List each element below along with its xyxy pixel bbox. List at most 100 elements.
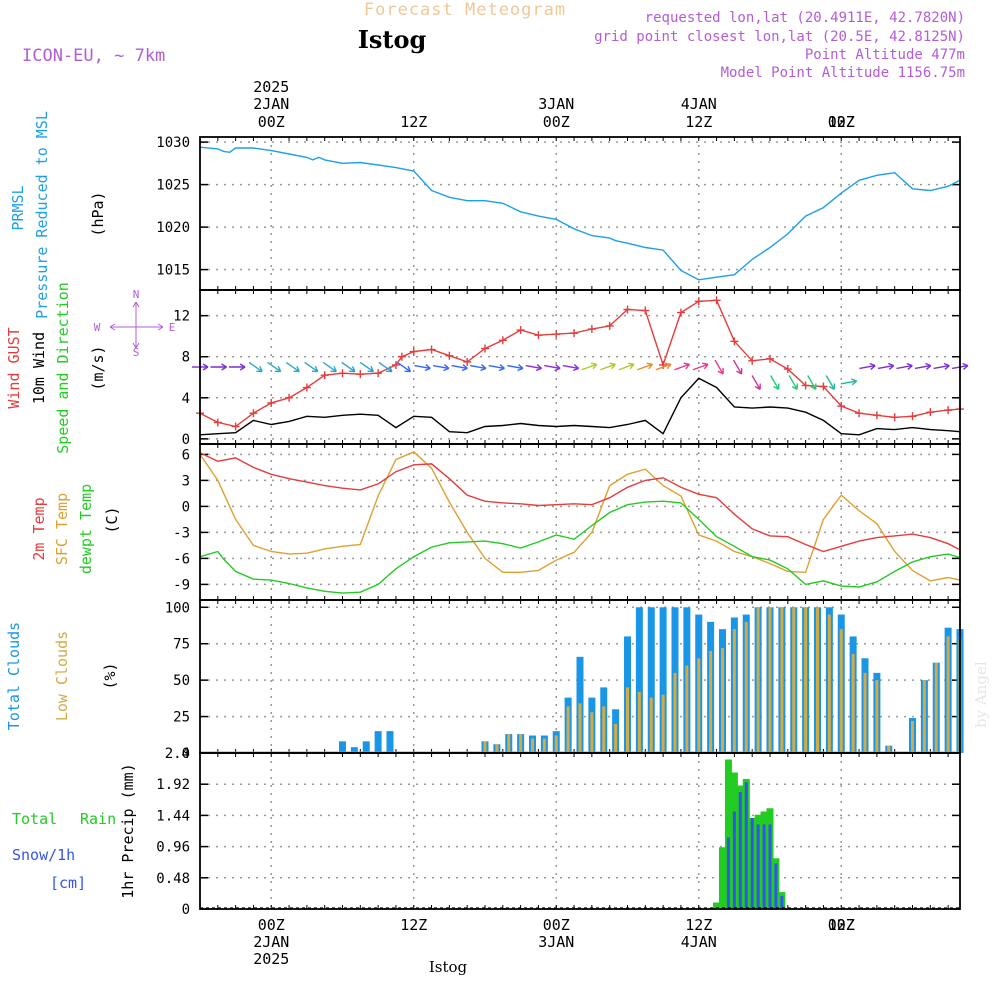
wind-direction-arrow <box>341 361 356 373</box>
wind-direction-arrow <box>732 359 743 375</box>
temp-2m-line <box>199 452 961 553</box>
wind-arrow-shaft <box>655 363 672 371</box>
gust-marker <box>837 402 846 411</box>
low-cloud-bar <box>732 629 736 753</box>
pressure-line <box>199 146 961 281</box>
wind-direction-arrow <box>674 362 691 371</box>
wind-direction-arrow <box>877 362 895 370</box>
low-cloud-bar <box>875 680 879 753</box>
y-tick-label: 1030 <box>156 135 190 151</box>
wind-arrow-head <box>424 364 431 372</box>
precip-unit: 1hr Precip (mm) <box>119 763 137 898</box>
wind-arrow-shaft <box>896 364 913 370</box>
time-tick-top: 00Z <box>258 113 285 131</box>
wind-arrow-head <box>943 362 950 370</box>
temp2m-label: 2m Temp <box>30 497 48 560</box>
low-cloud-bar <box>863 672 867 753</box>
sfc-temp-label: SFC Temp <box>53 493 71 565</box>
gust-marker <box>356 370 365 379</box>
low-cloud-bar <box>483 741 487 753</box>
wind-arrow-shaft <box>788 375 798 390</box>
snow-label: Snow/1h <box>12 846 75 864</box>
wind-arrow-shaft <box>525 364 542 370</box>
wind-arrow-head <box>535 364 542 372</box>
gust-marker <box>748 356 757 365</box>
wind-direction-arrow <box>248 361 263 373</box>
wind-arrow-head <box>517 364 524 372</box>
wind-arrow-shaft <box>248 361 263 373</box>
wind-direction-arrow <box>378 361 393 373</box>
low-cloud-bar <box>495 744 499 753</box>
requested-coords: requested lon,lat (20.4911E, 42.7820N) <box>645 10 965 26</box>
gust-marker <box>338 369 347 378</box>
wind-arrow-shaft <box>322 361 337 373</box>
time-tick-bottom: 12Z <box>828 916 855 934</box>
wind-arrow-shaft <box>414 364 431 370</box>
snow-bar <box>726 837 730 909</box>
snow-bar <box>774 863 778 909</box>
snow-bar <box>762 824 766 909</box>
date-top: 3JAN <box>538 95 574 113</box>
wind-dir-label: Speed and Direction <box>54 282 72 454</box>
wind-arrow-head <box>754 383 761 390</box>
dewpt-label: dewpt Temp <box>77 484 95 574</box>
y-tick-label: 1015 <box>156 263 190 279</box>
wind-arrow-shaft <box>840 380 857 385</box>
total-cloud-bar <box>374 731 382 753</box>
low-cloud-bar <box>816 607 819 753</box>
dewpt-temp-line <box>199 500 961 594</box>
wind-arrow-shaft <box>507 364 524 370</box>
y-tick-label: 0 <box>182 902 190 918</box>
wind-direction-arrow <box>359 361 375 373</box>
low-cloud-bar <box>721 648 724 753</box>
wind-arrow-shaft <box>825 375 835 390</box>
wind-arrow-shaft <box>396 361 411 373</box>
gust-marker <box>712 296 721 305</box>
time-tick-top: 12Z <box>400 113 427 131</box>
wind-arrow-shaft <box>714 359 724 375</box>
wind-arrow-head <box>480 364 487 372</box>
wind-direction-arrow <box>432 364 450 372</box>
wind-arrow-head <box>221 363 227 371</box>
wind-arrow-shaft <box>859 364 876 370</box>
wind-direction-arrow <box>470 364 487 372</box>
wind-arrow-head <box>736 368 743 375</box>
wind-arrow-head <box>498 364 505 372</box>
wind-arrow-head <box>443 364 450 372</box>
temp-unit: (C) <box>103 506 121 533</box>
wind-arrow-shaft <box>770 375 780 390</box>
wind-arrow-head <box>609 362 616 370</box>
low-cloud-bar <box>542 738 546 753</box>
wind-arrow-shaft <box>432 364 449 370</box>
wind-arrow-head <box>717 368 724 375</box>
gust-marker <box>641 306 650 315</box>
gust-marker <box>463 357 472 366</box>
time-tick-top: 12Z <box>685 113 712 131</box>
y-tick-label: 3 <box>182 473 190 489</box>
y-tick-label: 100 <box>165 600 190 616</box>
wind-direction-arrow <box>933 362 950 370</box>
gust-marker <box>374 369 383 378</box>
gust-marker <box>801 381 810 390</box>
low-cloud-label: Low Clouds <box>53 631 71 721</box>
gust-marker <box>872 411 881 420</box>
gust-marker <box>534 331 543 340</box>
snow-bar <box>768 824 772 909</box>
time-tick-bottom: 12Z <box>400 916 427 934</box>
total-cloud-bar <box>339 741 346 753</box>
wind-direction-arrow <box>525 364 542 372</box>
gust-marker <box>302 383 311 392</box>
wind-direction-arrow <box>544 364 561 372</box>
pressure-label: PRMSL <box>9 185 27 230</box>
gust-marker <box>397 352 406 361</box>
low-cloud-bar <box>531 738 534 753</box>
low-cloud-bar <box>780 607 784 753</box>
wind-arrow-head <box>572 364 580 372</box>
low-cloud-bar <box>637 691 641 753</box>
gust-marker <box>855 409 864 418</box>
wind-direction-arrow <box>581 362 598 371</box>
date-bottom: 2JAN <box>253 933 289 951</box>
y-tick-label: -6 <box>173 551 190 567</box>
low-cloud-bar <box>697 658 701 753</box>
